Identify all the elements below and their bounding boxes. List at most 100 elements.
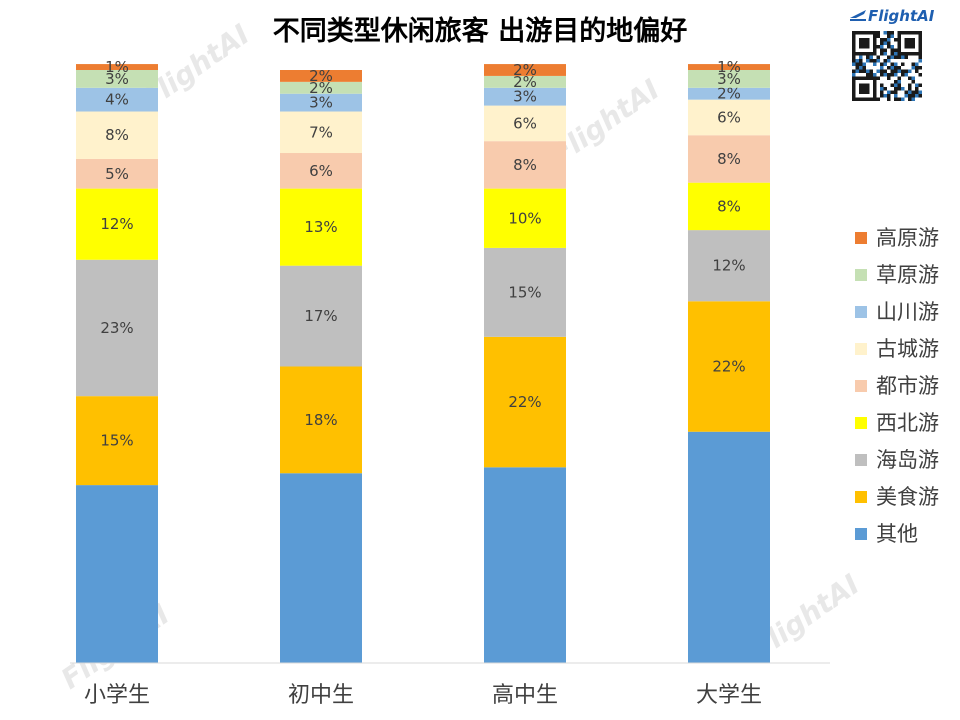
qr-module [883,69,887,73]
qr-module [894,62,898,66]
qr-finder-core [859,83,870,94]
legend-label: 西北游 [876,411,939,435]
bar-segment [484,64,566,76]
qr-module [918,90,922,94]
qr-module [852,55,856,59]
data-label: 13% [304,218,337,236]
qr-module [887,66,891,70]
qr-module [915,83,919,87]
qr-module [855,59,859,63]
qr-module [873,62,877,66]
legend-swatch [855,380,867,392]
legend-label: 山川游 [876,300,939,324]
qr-module [887,73,891,77]
qr-module [908,69,912,73]
bar-segment [484,336,566,468]
qr-module [876,59,880,63]
qr-module [883,48,887,52]
data-label: 2% [309,67,333,85]
qr-module [894,83,898,87]
qr-module [911,94,915,98]
data-label: 23% [100,319,133,337]
qr-module [855,66,859,70]
qr-finder-core [904,38,915,49]
qr-module [918,55,922,59]
qr-module [880,45,884,49]
bar-segment [76,259,158,397]
qr-module [890,31,894,35]
bar-segment [688,70,770,88]
data-label: 12% [100,215,133,233]
qr-module [876,97,880,101]
qr-module [869,59,873,63]
qr-module [911,62,915,66]
qr-module [876,69,880,73]
qr-module [852,62,856,66]
legend-swatch [855,306,867,318]
data-label: 5% [105,165,129,183]
qr-module [880,73,884,77]
qr-module [866,59,870,63]
qr-module [890,90,894,94]
qr-module [904,94,908,98]
qr-module [862,62,866,66]
bar-segment [484,247,566,337]
bar-segment [280,265,362,367]
data-label: 18% [304,411,337,429]
x-tick-label: 高中生 [492,683,558,708]
qr-module [887,90,891,94]
data-label: 12% [712,257,745,275]
qr-module [894,87,898,91]
qr-module [915,62,919,66]
qr-module [876,34,880,38]
qr-module [887,41,891,45]
bar-segment [688,301,770,432]
data-label: 1% [105,58,129,76]
qr-module [887,59,891,63]
qr-module [904,90,908,94]
qr-module [897,55,901,59]
qr-module [894,80,898,84]
data-label: 8% [717,197,741,215]
qr-module [897,97,901,101]
qr-module [918,73,922,77]
qr-module [887,45,891,49]
qr-module [887,38,891,42]
legend-swatch [855,528,867,540]
qr-module [911,80,915,84]
qr-module [901,62,905,66]
qr-module [890,55,894,59]
qr-module [894,73,898,77]
qr-module [915,90,919,94]
qr-module [894,38,898,42]
qr-module [894,69,898,73]
bar-segment [484,105,566,142]
legend-label: 草原游 [876,263,939,287]
qr-module [890,52,894,56]
x-tick-label: 大学生 [696,683,762,708]
bar-segment [280,111,362,154]
qr-module [897,76,901,80]
qr-module [859,59,863,63]
bar-segment [76,64,158,70]
bar-segment [76,396,158,486]
legend-label: 古城游 [876,337,939,361]
brand-logo: FlightAI [850,7,935,25]
qr-module [855,69,859,73]
qr-module [883,73,887,77]
bar-segment [280,188,362,266]
data-label: 7% [309,123,333,141]
bar-segment [688,135,770,183]
data-label: 2% [309,79,333,97]
qr-module [890,34,894,38]
bar-segment [484,188,566,248]
qr-module [852,59,856,63]
qr-module [859,55,863,59]
bar-segment [76,188,158,260]
bar-segment [76,158,158,189]
qr-module [866,55,870,59]
qr-module [897,66,901,70]
qr-module [890,48,894,52]
